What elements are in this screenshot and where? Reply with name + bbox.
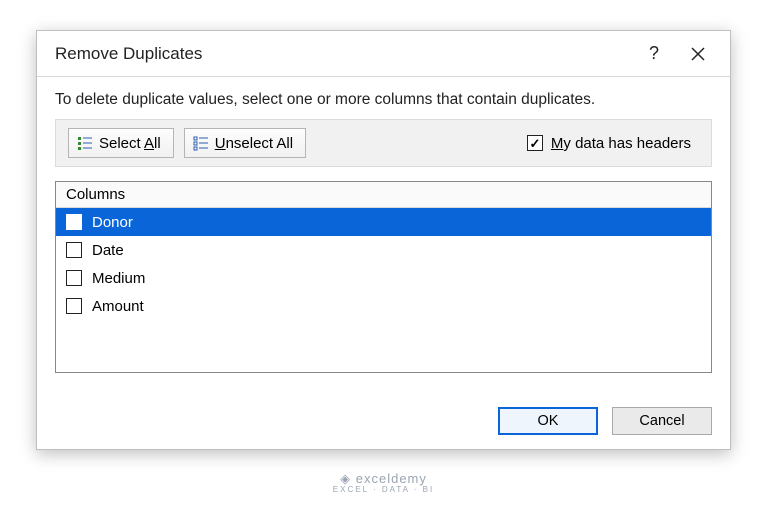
column-checkbox[interactable] bbox=[66, 242, 82, 258]
unselect-all-label: Unselect All bbox=[215, 135, 293, 152]
column-label: Date bbox=[92, 242, 124, 259]
close-icon bbox=[691, 47, 705, 61]
column-label: Amount bbox=[92, 298, 144, 315]
cancel-button[interactable]: Cancel bbox=[612, 407, 712, 435]
headers-checkbox-group[interactable]: My data has headers bbox=[527, 135, 699, 152]
titlebar: Remove Duplicates ? bbox=[37, 31, 730, 77]
column-checkbox[interactable] bbox=[66, 214, 82, 230]
dialog-content: To delete duplicate values, select one o… bbox=[37, 77, 730, 373]
close-button[interactable] bbox=[676, 32, 720, 76]
dialog-window: Remove Duplicates ? To delete duplicate … bbox=[36, 30, 731, 450]
unselect-all-icon bbox=[193, 135, 209, 151]
dialog-title: Remove Duplicates bbox=[55, 44, 632, 64]
watermark-tagline: EXCEL · DATA · BI bbox=[0, 485, 767, 494]
toolbar: Select All Unselect All My data has head… bbox=[55, 119, 712, 167]
select-all-label: Select All bbox=[99, 135, 161, 152]
columns-header: Columns bbox=[56, 182, 711, 208]
dialog-footer: OK Cancel bbox=[498, 407, 712, 435]
headers-checkbox[interactable] bbox=[527, 135, 543, 151]
headers-label: My data has headers bbox=[551, 135, 691, 152]
column-checkbox[interactable] bbox=[66, 298, 82, 314]
watermark: ◈ exceldemy EXCEL · DATA · BI bbox=[0, 471, 767, 494]
column-row[interactable]: Date bbox=[56, 236, 711, 264]
select-all-icon bbox=[77, 135, 93, 151]
columns-listbox[interactable]: Columns Donor Date Medium Amount bbox=[55, 181, 712, 373]
column-checkbox[interactable] bbox=[66, 270, 82, 286]
instruction-text: To delete duplicate values, select one o… bbox=[55, 91, 712, 109]
column-label: Donor bbox=[92, 214, 133, 231]
unselect-all-button[interactable]: Unselect All bbox=[184, 128, 306, 158]
ok-button[interactable]: OK bbox=[498, 407, 598, 435]
column-row[interactable]: Donor bbox=[56, 208, 711, 236]
select-all-button[interactable]: Select All bbox=[68, 128, 174, 158]
column-label: Medium bbox=[92, 270, 145, 287]
help-button[interactable]: ? bbox=[632, 32, 676, 76]
watermark-brand: exceldemy bbox=[356, 471, 427, 486]
column-row[interactable]: Medium bbox=[56, 264, 711, 292]
watermark-icon: ◈ bbox=[340, 471, 356, 486]
column-row[interactable]: Amount bbox=[56, 292, 711, 320]
